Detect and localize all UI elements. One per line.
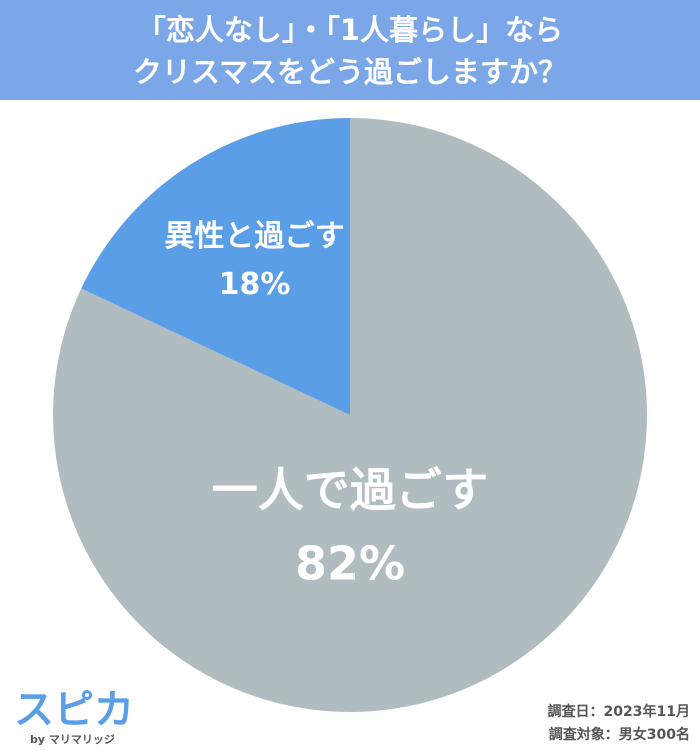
logo: スピカ — [14, 687, 134, 733]
survey-note: 調査対象：男女300名 — [549, 726, 690, 743]
labels: 一人で過ごす 82% 異性と過ごす 18% — [164, 219, 488, 591]
slice-label: 異性と過ごす — [164, 219, 344, 254]
pie — [53, 118, 648, 712]
chart-title: クリスマスをどう過ごしますか？ — [133, 55, 567, 89]
chart-title: 「恋人なし」・「1人暮らし」なら — [137, 13, 563, 47]
value-label: 82% — [295, 537, 405, 591]
logo-byline: by マリマリッジ — [30, 733, 115, 746]
title-band — [0, 0, 700, 100]
survey-note: 調査日：2023年11月 — [548, 703, 690, 720]
pie-slice — [81, 118, 351, 415]
slice-label: 一人で過ごす — [212, 463, 488, 517]
value-label: 18% — [219, 267, 291, 302]
